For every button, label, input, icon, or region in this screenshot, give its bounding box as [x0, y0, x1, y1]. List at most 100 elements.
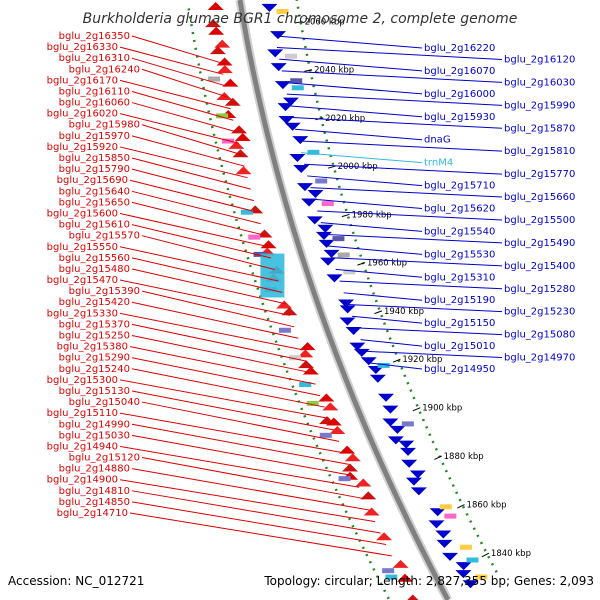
left-label-leader: [131, 423, 349, 465]
feature-category-box: [475, 574, 488, 580]
scale-tick: [412, 407, 421, 412]
scale-tick-label: 1900 kbp: [422, 404, 462, 414]
forward-gene-arrow: [235, 166, 252, 175]
reverse-gene-arrow: [306, 216, 323, 225]
left-gene-label: bglu_2g15110: [47, 408, 118, 419]
right-gene-label: bglu_2g15540: [424, 226, 495, 237]
reverse-gene-arrow: [318, 239, 335, 248]
reverse-gene-arrow: [289, 154, 306, 163]
left-label-leader: [131, 190, 261, 225]
left-label-leader: [131, 35, 222, 64]
left-gene-label: bglu_2g15570: [69, 231, 140, 242]
left-label-leader: [131, 268, 287, 305]
left-gene-label: bglu_2g15600: [47, 208, 118, 219]
left-gene-label: bglu_2g15550: [47, 242, 118, 253]
forward-gene-arrow: [407, 594, 419, 600]
right-label-leader: [328, 245, 423, 255]
feature-category-box: [315, 178, 328, 184]
forward-gene-arrow: [396, 573, 413, 582]
right-label-leader: [292, 117, 503, 129]
left-label-leader: [119, 246, 279, 282]
forward-gene-arrow: [344, 453, 361, 462]
left-gene-label: bglu_2g15040: [69, 397, 140, 408]
feature-category-box: [253, 251, 266, 257]
left-gene-label: bglu_2g15480: [59, 264, 130, 275]
right-gene-label: bglu_2g15870: [504, 123, 575, 134]
left-label-leader: [131, 57, 226, 87]
right-gene-label: bglu_2g15080: [504, 330, 575, 341]
scale-tick-label: 1940 kbp: [384, 307, 424, 317]
forward-gene-arrow: [231, 125, 248, 134]
reverse-gene-arrow: [387, 436, 404, 445]
left-label-leader: [141, 235, 275, 270]
left-label-leader: [119, 46, 224, 75]
forward-gene-arrow: [216, 65, 233, 74]
reverse-gene-arrow: [428, 520, 445, 529]
left-label-leader: [131, 357, 321, 397]
right-label-leader: [294, 128, 423, 141]
left-label-leader: [131, 157, 251, 190]
right-gene-label: bglu_2g15490: [504, 238, 575, 249]
scale-tick: [457, 504, 465, 509]
rna-block-region: [260, 253, 285, 298]
scale-tick: [392, 358, 401, 363]
left-gene-label: bglu_2g15920: [47, 142, 118, 153]
reverse-gene-arrow: [389, 425, 406, 434]
forward-gene-arrow: [363, 507, 380, 516]
right-gene-label: bglu_2g16220: [424, 43, 495, 54]
scale-tick-label: 1960 kbp: [367, 259, 407, 269]
forward-gene-arrow: [256, 229, 273, 238]
feature-category-box: [337, 252, 350, 258]
forward-gene-arrow: [341, 463, 358, 472]
forward-gene-arrow: [322, 402, 339, 411]
reverse-gene-arrow: [339, 317, 356, 326]
right-label-leader: [274, 35, 423, 49]
feature-category-box: [382, 568, 395, 574]
feature-category-box: [240, 209, 253, 215]
feature-category-box: [321, 201, 334, 207]
right-gene-label: bglu_2g14950: [424, 364, 495, 375]
left-label-leader: [131, 490, 381, 534]
right-label-leader: [356, 327, 503, 336]
left-gene-label: bglu_2g16350: [59, 31, 130, 42]
reverse-gene-arrow: [326, 274, 343, 283]
left-label-leader: [131, 257, 283, 293]
forward-gene-arrow: [376, 532, 393, 541]
right-label-leader: [279, 58, 423, 72]
left-label-leader: [119, 79, 231, 110]
reverse-gene-arrow: [349, 342, 366, 351]
feature-category-box: [377, 362, 390, 368]
forward-gene-arrow: [298, 360, 315, 369]
right-label-leader: [317, 210, 503, 221]
reverse-gene-arrow: [442, 552, 459, 561]
reverse-gene-arrow: [367, 366, 384, 375]
reverse-gene-arrow: [301, 198, 318, 207]
left-gene-label: bglu_2g15330: [47, 308, 118, 319]
forward-gene-arrow: [205, 19, 222, 28]
left-gene-label: bglu_2g14880: [59, 464, 130, 475]
forward-gene-arrow: [207, 2, 224, 11]
reverse-gene-arrow: [401, 459, 418, 468]
right-label-leader: [324, 233, 503, 244]
reverse-gene-arrow: [410, 487, 427, 496]
forward-gene-arrow: [325, 417, 342, 426]
left-label-leader: [131, 468, 370, 511]
forward-gene-arrow: [208, 26, 225, 35]
right-label-leader: [351, 315, 423, 324]
right-gene-label: bglu_2g16120: [504, 54, 575, 65]
right-label-leader: [304, 163, 503, 175]
feature-category-box: [290, 78, 303, 84]
reverse-gene-arrow: [282, 97, 299, 106]
left-gene-label: bglu_2g15380: [57, 342, 128, 353]
left-label-leader: [131, 201, 265, 236]
forward-gene-arrow: [232, 149, 249, 158]
left-gene-label: bglu_2g14990: [59, 419, 130, 430]
right-gene-label: dnaG: [424, 135, 451, 146]
forward-gene-arrow: [299, 342, 316, 351]
left-gene-label: bglu_2g16330: [47, 42, 118, 53]
right-gene-label: bglu_2g15280: [504, 284, 575, 295]
forward-gene-arrow: [318, 393, 335, 402]
right-gene-label: bglu_2g15930: [424, 112, 495, 123]
